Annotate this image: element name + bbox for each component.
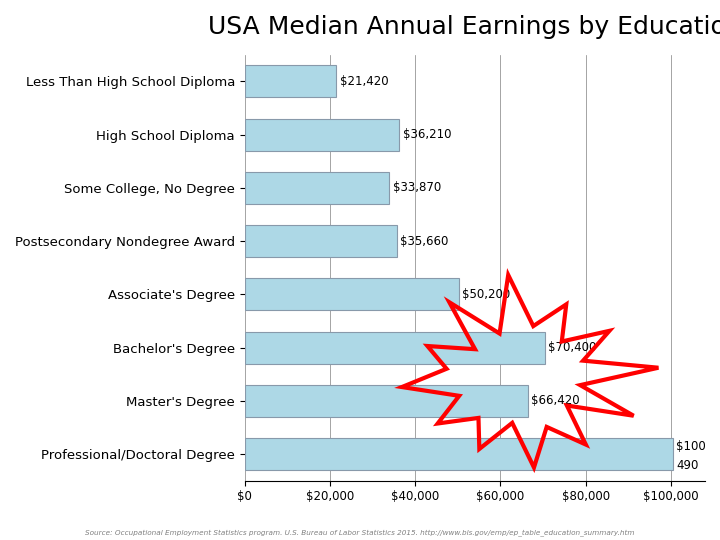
Bar — [245, 65, 336, 97]
Title: USA Median Annual Earnings by Education: USA Median Annual Earnings by Education — [208, 15, 720, 39]
Text: $36,210: $36,210 — [402, 128, 451, 141]
Text: Source: Occupational Employment Statistics program. U.S. Bureau of Labor Statist: Source: Occupational Employment Statisti… — [85, 530, 635, 536]
Text: $50,200: $50,200 — [462, 288, 510, 301]
Bar — [245, 385, 528, 417]
Bar — [245, 332, 545, 363]
Text: 490: 490 — [676, 460, 699, 472]
Bar — [245, 172, 389, 204]
Text: $70,400: $70,400 — [548, 341, 597, 354]
Bar — [245, 225, 397, 257]
Text: $100: $100 — [676, 440, 706, 453]
Bar — [245, 119, 399, 151]
Text: $21,420: $21,420 — [340, 75, 388, 88]
Text: $35,660: $35,660 — [400, 235, 449, 248]
Text: $33,870: $33,870 — [392, 181, 441, 194]
Bar — [245, 279, 459, 310]
Bar — [245, 438, 673, 470]
Text: $66,420: $66,420 — [531, 394, 580, 407]
